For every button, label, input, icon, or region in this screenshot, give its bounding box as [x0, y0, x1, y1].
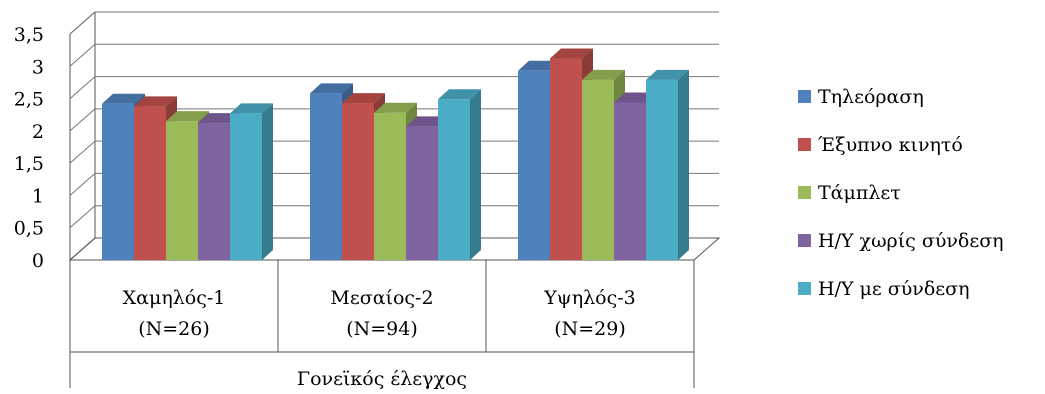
- x-tick-label: (N=94): [346, 318, 418, 340]
- y-tick-label: 1,5: [14, 153, 44, 175]
- legend-label: Τηλεόραση: [818, 86, 924, 108]
- x-tick-label: Χαμηλός-1: [123, 287, 226, 309]
- x-tick-label: Υψηλός-3: [543, 287, 635, 309]
- bar-Έξυπνο κινητό: [134, 106, 166, 260]
- legend-swatch: [798, 138, 811, 151]
- x-tick-label: (N=26): [138, 318, 210, 340]
- bar-top: [230, 103, 273, 114]
- bar-side: [678, 69, 689, 261]
- y-tick-label: 0,5: [14, 218, 44, 240]
- bar-Τάμπλετ: [374, 112, 406, 260]
- bar-Έξυπνο κινητό: [550, 58, 582, 261]
- legend-swatch: [798, 90, 811, 103]
- bar-Τάμπλετ: [582, 79, 614, 261]
- gridline: [69, 140, 719, 164]
- bar-top: [310, 83, 353, 94]
- bar-Η/Υ χωρίς σύνδεση: [614, 102, 646, 261]
- bar-Τάμπλετ: [166, 121, 198, 261]
- legend-swatch: [798, 234, 811, 247]
- bar-top: [102, 93, 145, 104]
- bar-Έξυπνο κινητό: [342, 103, 374, 260]
- bar-top: [134, 96, 177, 107]
- gridline: [69, 43, 719, 67]
- bar-Τηλεόραση: [518, 70, 550, 260]
- bar-top: [342, 93, 385, 104]
- bar-side: [262, 103, 273, 261]
- y-tick-label: 3,5: [14, 24, 44, 46]
- bar-top: [166, 111, 209, 122]
- bar-Η/Υ με σύνδεση: [646, 79, 678, 261]
- bar-Η/Υ με σύνδεση: [230, 113, 262, 261]
- bar-Η/Υ χωρίς σύνδεση: [406, 126, 438, 260]
- legend-label: Η/Υ με σύνδεση: [818, 278, 970, 300]
- y-tick-label: 1: [32, 185, 44, 207]
- legend-label: Τάμπλετ: [818, 182, 901, 204]
- gridline: [69, 205, 719, 229]
- bar-Η/Υ χωρίς σύνδεση: [198, 123, 230, 260]
- bar-top: [582, 69, 625, 80]
- x-group-label: Γονεϊκός έλεγχος: [297, 368, 467, 390]
- legend-label: Η/Υ χωρίς σύνδεση: [818, 230, 1004, 252]
- bar-Η/Υ με σύνδεση: [438, 99, 470, 261]
- bar-top: [646, 69, 689, 80]
- gridline: [69, 76, 719, 99]
- bar-top: [550, 48, 593, 59]
- y-tick-label: 2,5: [14, 89, 44, 111]
- bar-Τηλεόραση: [310, 93, 342, 260]
- bar-top: [438, 89, 481, 100]
- legend-swatch: [798, 186, 811, 199]
- y-tick-label: 0: [32, 250, 44, 272]
- y-tick-label: 3: [32, 56, 44, 78]
- gridline: [69, 11, 719, 35]
- legend-swatch: [798, 282, 811, 295]
- bar-side: [470, 89, 481, 261]
- x-tick-label: Μεσαίος-2: [330, 287, 433, 309]
- bar-Τηλεόραση: [102, 103, 134, 260]
- bar-top: [374, 102, 417, 113]
- y-tick-label: 2: [32, 121, 44, 143]
- x-tick-label: (N=29): [554, 318, 626, 340]
- legend-label: Έξυπνο κινητό: [818, 134, 963, 156]
- gridline: [69, 108, 719, 132]
- gridline: [69, 172, 719, 196]
